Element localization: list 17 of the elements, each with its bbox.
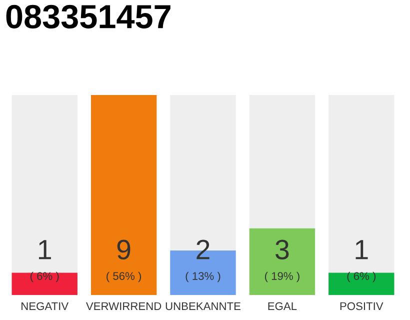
x-tick-label: VERWIRREND — [86, 302, 162, 310]
x-tick-label: EGAL — [268, 302, 297, 310]
annotation: ( 6% ) — [347, 272, 376, 282]
annotation: ( 56% ) — [106, 272, 142, 282]
annotation: ( 6% ) — [30, 272, 59, 282]
annotation: ( 13% ) — [186, 272, 220, 282]
x-tick-label: NEGATIV — [22, 302, 69, 310]
bar — [12, 272, 78, 295]
data-label: 1 — [356, 240, 368, 260]
data-label: 9 — [117, 240, 130, 260]
annotation: ( 19% ) — [264, 272, 300, 282]
data-label: 3 — [276, 240, 289, 260]
chart-title: 083351457 — [6, 4, 170, 29]
bar — [328, 272, 394, 295]
data-label: 1 — [38, 240, 51, 260]
x-tick-label: POSITIV — [340, 302, 384, 310]
x-tick-label: UNBEKANNTE — [166, 302, 240, 310]
